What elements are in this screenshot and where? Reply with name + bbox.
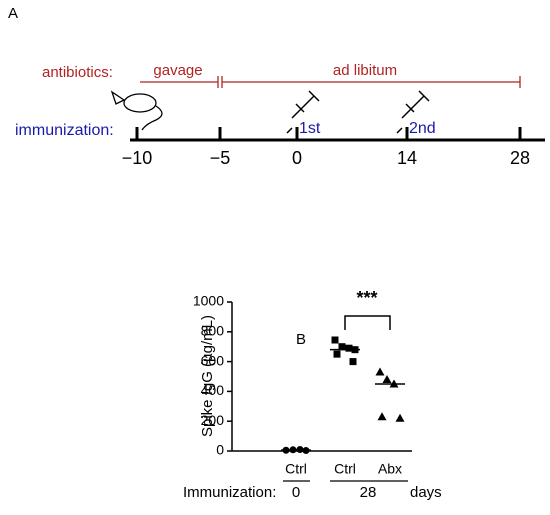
y-tick-label: 800	[201, 323, 225, 339]
point	[338, 343, 346, 351]
days-label: days	[410, 484, 442, 501]
x-tick-label: Ctrl	[285, 461, 307, 477]
timeline-tick-label: −5	[210, 148, 231, 168]
timeline-tick-label: 0	[292, 148, 302, 168]
y-tick-label: 200	[201, 412, 225, 428]
x-tick-label: Abx	[378, 461, 402, 477]
timeline-tick-label: −10	[122, 148, 153, 168]
point	[375, 367, 385, 376]
x-tick-label: Ctrl	[334, 461, 356, 477]
point	[349, 358, 357, 366]
panel-label: B	[296, 331, 306, 348]
day-label: 0	[292, 484, 300, 501]
timeline-tick-label: 14	[397, 148, 417, 168]
significance: ***	[356, 288, 377, 308]
significance-bracket	[344, 315, 391, 330]
ad-libitum-label: ad libitum	[333, 62, 397, 79]
immunization-label: Immunization:	[183, 484, 276, 501]
timeline-tick-label: 28	[510, 148, 530, 168]
point	[331, 336, 339, 344]
panel-label: A	[8, 5, 18, 22]
immunization-label: immunization:	[15, 122, 114, 139]
dose-label: 2nd	[409, 120, 436, 137]
y-tick-label: 0	[216, 442, 224, 458]
mouse-icon	[110, 90, 163, 131]
dose-label: 1st	[299, 120, 321, 137]
point	[395, 413, 405, 422]
syringe-icon	[286, 90, 430, 134]
point	[333, 350, 341, 358]
y-tick-label: 400	[201, 382, 225, 398]
gavage-label: gavage	[153, 62, 202, 79]
brackets	[140, 76, 521, 88]
point	[382, 374, 392, 383]
point	[377, 412, 387, 421]
y-tick-label: 1000	[193, 293, 224, 309]
y-tick-label: 600	[201, 352, 225, 368]
point	[345, 344, 353, 352]
y-axis-label: Spike IgG (µg/mL)	[199, 315, 216, 437]
antibiotics-label: antibiotics:	[42, 64, 113, 81]
day-label: 28	[360, 484, 377, 501]
